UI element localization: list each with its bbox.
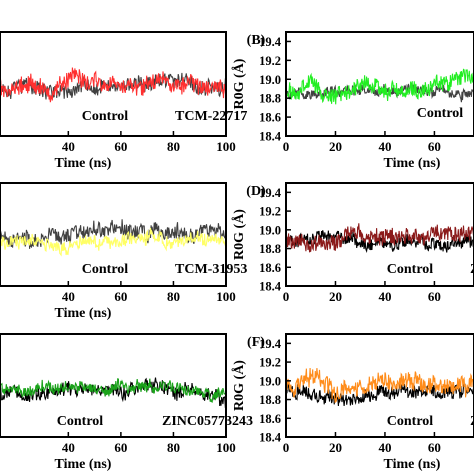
x-tick-label: 60 [114,440,127,455]
legend-control-label: Control [57,414,104,429]
x-axis-label: Time (ns) [55,457,112,472]
x-tick-label: 40 [378,139,391,154]
legend-compound-label: ZINC05773243 [162,414,253,429]
series-line-compound [0,378,226,403]
panel-letter: (B) [247,33,266,48]
y-tick-label: 18.8 [259,242,281,256]
plot-frame [0,333,227,438]
x-tick-label: 40 [62,289,75,304]
plot-frame [0,31,227,137]
x-tick-label: 60 [428,440,441,455]
plot-frame [285,333,474,438]
x-tick-label: 100 [216,139,236,154]
panel-letter: (F) [247,335,265,350]
legend-control-label: Control [82,262,129,277]
x-tick-label: 0 [283,440,290,455]
plot-frame [285,182,474,287]
x-tick-label: 0 [283,139,290,154]
x-tick-label: 60 [428,289,441,304]
y-tick-label: 18.6 [259,111,281,125]
y-tick-label: 19.4 [259,337,282,351]
y-axis-label: R0G (Å) [231,360,247,411]
legend-compound-label: TCM-31953 [175,262,247,277]
x-axis-label: Time (ns) [384,457,441,472]
y-tick-label: 19.0 [259,223,281,237]
x-tick-label: 100 [216,289,236,304]
plot-frame [285,31,474,137]
legend-compound-label-partial: Z [470,262,474,277]
x-tick-label: 40 [378,440,391,455]
panel-letter: (D) [246,184,266,199]
x-tick-label: 20 [329,440,342,455]
legend-control-label: Control [82,109,129,124]
y-tick-label: 19.2 [259,54,281,68]
series-line-control [286,383,474,407]
y-tick-label: 19.4 [259,35,282,49]
series-line-control [0,219,226,249]
y-tick-label: 19.2 [259,205,281,219]
x-tick-label: 60 [428,139,441,154]
x-tick-label: 40 [378,289,391,304]
series-line-compound [286,367,474,403]
y-tick-label: 19.0 [259,374,281,388]
series-line-compound [286,223,474,253]
x-tick-label: 20 [329,289,342,304]
plot-frame [0,182,227,287]
x-axis-label: Time (ns) [384,156,441,171]
y-tick-label: 18.4 [259,280,282,294]
legend-compound-label-partial: Z [470,414,474,429]
y-tick-label: 18.4 [259,130,282,144]
series-line-compound [286,68,474,105]
x-tick-label: 100 [216,440,236,455]
y-tick-label: 18.6 [259,261,281,275]
x-tick-label: 0 [283,289,290,304]
x-tick-label: 80 [167,440,180,455]
x-axis-label: Time (ns) [55,156,112,171]
y-axis-label: R0G (Å) [231,58,247,109]
y-tick-label: 19.4 [259,186,282,200]
y-tick-label: 19.2 [259,356,281,370]
x-tick-label: 60 [114,289,127,304]
x-tick-label: 40 [62,440,75,455]
x-tick-label: 80 [167,289,180,304]
x-axis-label: Time (ns) [55,306,112,321]
y-tick-label: 19.0 [259,73,281,87]
y-axis-label: R0G (Å) [231,209,247,260]
legend-compound-label: TCM-22717 [175,109,247,124]
x-tick-label: 60 [114,139,127,154]
y-tick-label: 18.8 [259,92,281,106]
x-tick-label: 20 [329,139,342,154]
series-line-compound [0,67,226,103]
y-tick-label: 18.8 [259,393,281,407]
series-line-compound [0,227,226,257]
legend-control-label: Control [387,414,434,429]
y-tick-label: 18.6 [259,412,281,426]
x-tick-label: 40 [62,139,75,154]
legend-control-label: Control [417,106,464,121]
x-tick-label: 80 [167,139,180,154]
legend-control-label: Control [387,262,434,277]
y-tick-label: 18.4 [259,431,282,445]
